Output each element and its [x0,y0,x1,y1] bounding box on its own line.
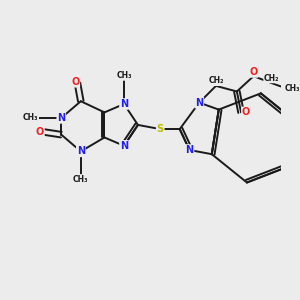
Text: N: N [195,98,203,108]
Text: CH₃: CH₃ [23,113,38,122]
Text: O: O [242,107,250,117]
Text: CH₃: CH₃ [116,71,132,80]
Text: N: N [77,146,85,156]
Text: CH₂: CH₂ [208,76,224,85]
Text: CH₃: CH₃ [284,84,300,93]
Text: CH₂: CH₂ [264,74,279,82]
Text: O: O [36,127,44,137]
Text: CH₃: CH₃ [73,175,88,184]
Text: O: O [250,67,258,77]
Text: O: O [71,77,80,87]
Text: N: N [120,141,128,151]
Text: N: N [185,145,194,155]
Text: N: N [57,113,65,123]
Text: N: N [120,99,128,109]
Text: S: S [157,124,164,134]
